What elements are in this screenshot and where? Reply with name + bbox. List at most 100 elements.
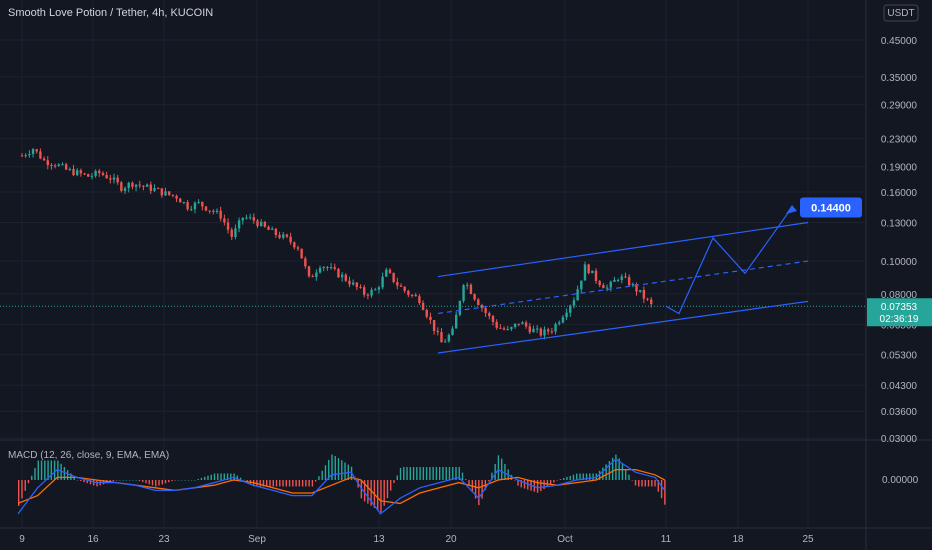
- candle-body: [447, 334, 451, 342]
- macd-histogram-bar: [540, 480, 542, 492]
- candle-body: [506, 329, 509, 331]
- projection-path: [665, 207, 793, 315]
- macd-histogram-bar: [31, 475, 33, 480]
- candle-body: [510, 326, 513, 330]
- candle-body: [90, 175, 94, 177]
- channel-lower-line: [437, 300, 809, 354]
- candle-body: [175, 195, 178, 199]
- macd-histogram-bar: [527, 480, 529, 490]
- candle-body: [638, 289, 642, 292]
- candle-body: [627, 277, 631, 286]
- candle-body: [348, 280, 351, 285]
- price-tick-label: 0.04300: [881, 381, 918, 392]
- candle-body: [550, 331, 554, 333]
- macd-histogram-bar: [536, 480, 539, 493]
- time-tick-label: 11: [661, 534, 672, 545]
- price-axis[interactable]: 0.45000 0.35000 0.29000 0.23000 0.19000 0.160…: [881, 36, 918, 445]
- candle-body: [546, 329, 550, 332]
- candle-body: [337, 268, 340, 278]
- candle-body: [131, 182, 134, 187]
- candle-body: [624, 276, 627, 278]
- time-axis[interactable]: 9 16 23 Sep 13 20 Oct 11 18 25: [19, 534, 814, 545]
- macd-histogram-bar: [337, 458, 340, 480]
- candle-body: [35, 149, 38, 152]
- macd-histogram-bar: [181, 480, 183, 481]
- currency-badge[interactable]: USDT: [883, 4, 919, 22]
- macd-histogram-bar: [80, 480, 82, 482]
- macd-histogram-bar: [435, 467, 438, 480]
- candle-body: [532, 328, 535, 333]
- candle-body: [407, 290, 410, 295]
- target-badge[interactable]: 0.14400: [800, 197, 862, 218]
- candle-body: [499, 327, 502, 329]
- candle-body: [318, 267, 322, 273]
- last-price-marker: 0.07353 02:36:19: [867, 298, 932, 327]
- price-tick-label: 0.10000: [881, 257, 918, 268]
- macd-histogram-bar: [425, 467, 428, 480]
- candle-body: [344, 274, 348, 281]
- candle-body: [425, 309, 428, 317]
- candle-body: [263, 221, 267, 227]
- candle-body: [473, 293, 476, 300]
- macd-histogram-bar: [239, 477, 242, 480]
- macd-histogram-bar: [135, 480, 137, 481]
- macd-histogram-bar: [236, 475, 239, 480]
- macd-histogram-bar: [171, 480, 173, 482]
- candle-body: [377, 287, 381, 290]
- candle-body: [554, 323, 557, 332]
- candle-body: [109, 178, 112, 180]
- candle-body: [381, 276, 384, 288]
- candle-body: [602, 285, 605, 289]
- macd-histogram-bar: [657, 480, 660, 492]
- macd-histogram-bar: [37, 460, 39, 480]
- candle-body: [245, 217, 248, 219]
- macd-histogram-bar: [50, 460, 53, 480]
- macd-histogram-bar: [282, 480, 284, 487]
- macd-histogram-bar: [442, 467, 444, 480]
- macd-histogram-bar: [311, 480, 314, 487]
- time-tick-label: 25: [802, 534, 814, 545]
- candle-body: [598, 281, 601, 286]
- macd-histogram-bar: [24, 480, 26, 491]
- macd-histogram-bar: [44, 460, 46, 480]
- macd-histogram-bar: [86, 480, 88, 484]
- macd-histogram-bar: [223, 473, 225, 480]
- candle-body: [488, 313, 491, 317]
- macd-histogram-bar: [448, 467, 451, 480]
- candle-body: [46, 160, 49, 165]
- candle-body: [329, 267, 333, 269]
- candle-body: [31, 149, 35, 155]
- macd-histogram-bar: [664, 480, 666, 505]
- price-tick-label: 0.13000: [881, 218, 918, 229]
- macd-histogram-bar: [556, 480, 558, 481]
- macd-histogram-bar: [328, 459, 330, 480]
- candle-body: [53, 165, 57, 167]
- macd-histogram-bar: [602, 467, 604, 480]
- candle-body: [403, 286, 406, 291]
- macd-histogram-bar: [125, 480, 128, 481]
- candle-body: [454, 314, 458, 329]
- candle-body: [513, 323, 517, 327]
- macd-histogram-bar: [598, 470, 601, 480]
- macd-histogram-bar: [262, 480, 265, 487]
- macd-histogram-bar: [197, 478, 199, 480]
- macd-histogram-bar: [266, 480, 268, 487]
- candle-body: [351, 282, 355, 285]
- candle-body: [315, 272, 318, 278]
- candle-body: [535, 328, 539, 330]
- macd-histogram-bar: [275, 480, 278, 487]
- time-tick-label: 16: [87, 534, 99, 545]
- macd-histogram-bar: [324, 465, 327, 480]
- target-label: 0.14400: [811, 202, 851, 214]
- candle-body: [278, 234, 281, 238]
- candle-body: [388, 269, 392, 273]
- macd-histogram-bar: [184, 480, 186, 481]
- candle-body: [50, 164, 53, 166]
- macd-histogram-bar: [230, 473, 232, 480]
- macd-histogram-bar: [70, 473, 72, 480]
- macd-histogram-bar: [582, 473, 584, 480]
- channel-drawings[interactable]: [437, 205, 809, 354]
- macd-histogram-bar: [549, 480, 552, 485]
- macd-histogram-bar: [634, 480, 637, 486]
- macd-histogram-bar: [523, 480, 526, 489]
